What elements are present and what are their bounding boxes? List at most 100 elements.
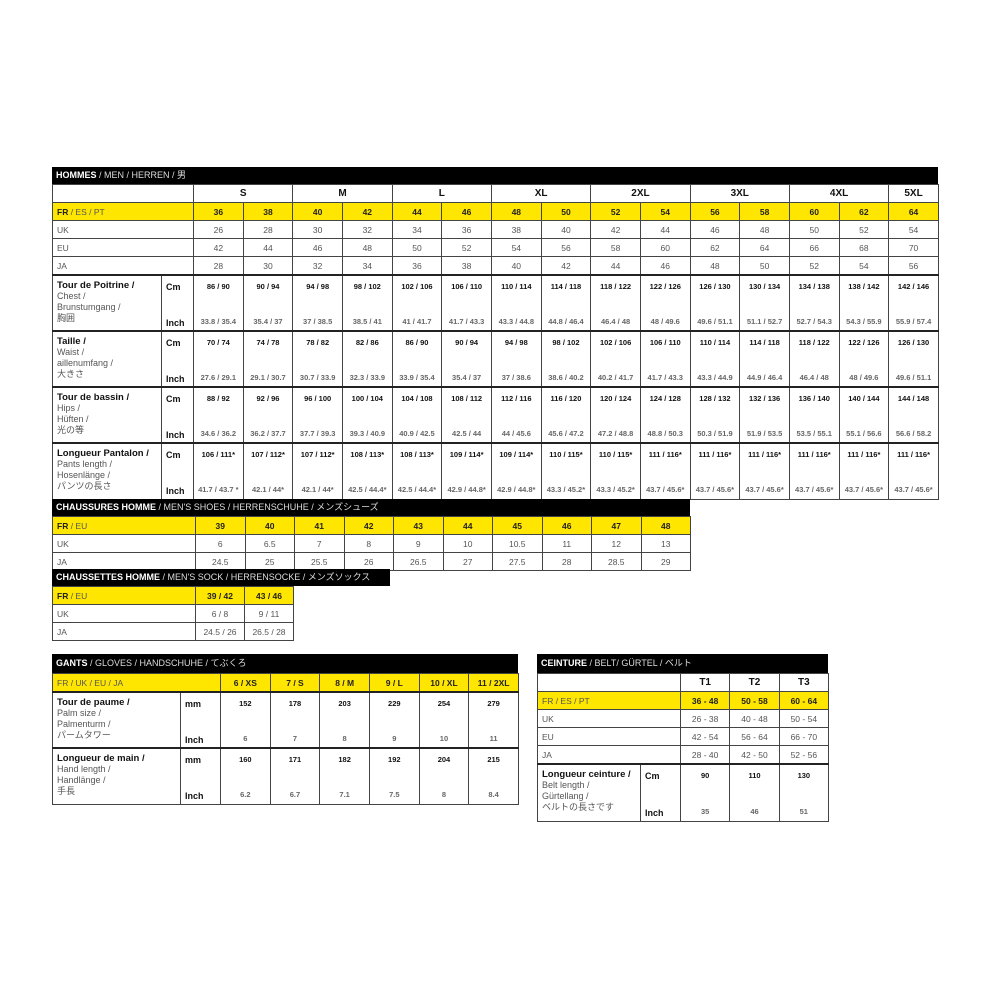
belt-measure-label-line: Gürtellang / [542, 791, 589, 801]
men-measure-cell: 110 / 115* 43.3 / 45.2* [540, 442, 592, 500]
men-measure-cell-wrap: 111 / 116* 43.7 / 45.6* [890, 445, 938, 494]
men-measure-cell-wrap: 112 / 116 44 / 45.6 [492, 389, 540, 438]
men-unit-top: Cm [166, 282, 181, 292]
men-measure-cm: 78 / 82 [306, 338, 330, 347]
men-measure-cell-wrap: 96 / 100 37.7 / 39.3 [294, 389, 342, 438]
men-fr-size: 54 [639, 202, 691, 221]
belt-measure-cell: 130 51 [778, 763, 829, 822]
men-measure-cm: 108 / 113* [400, 450, 434, 459]
gloves-measure-cm: 279 [487, 699, 500, 708]
men-measure-inch: 42.5 / 44.4* [397, 485, 437, 494]
belt-cell: 50 - 54 [778, 709, 829, 728]
gloves-measure-inch: 9 [392, 734, 397, 743]
men-measure-cm: 138 / 142 [848, 282, 880, 291]
men-measure-cell: 92 / 96 36.2 / 37.7 [242, 386, 294, 444]
belt-size-chart: CEINTURE / BELT/ GÜRTEL / ベルト T1 T2 T3 FR / … [537, 654, 829, 822]
men-cell: 30 [242, 256, 294, 276]
men-measure-cell: 100 / 104 39.3 / 40.9 [341, 386, 393, 444]
socks-fr-label: FR / EU [52, 586, 196, 605]
men-measure-cm: 106 / 110 [451, 282, 483, 291]
men-measure-cell: 88 / 92 34.6 / 36.2 [193, 386, 244, 444]
men-measure-cm: 100 / 104 [351, 394, 383, 403]
men-measure-cell: 90 / 94 35.4 / 37 [441, 330, 492, 388]
men-measure-label-line: Brunstumgang / [57, 302, 121, 312]
men-measure-cell: 124 / 128 48.8 / 50.3 [639, 386, 691, 444]
men-measure-cm: 111 / 116* [648, 450, 682, 459]
men-fr-size: 64 [888, 202, 939, 221]
gloves-measure-cm: 182 [338, 755, 351, 764]
gloves-measure-cell-wrap: 279 11 [470, 694, 518, 743]
men-measure-label-line: Tour de Poitrine / [57, 280, 135, 291]
men-measure-inch: 42.9 / 44.8* [497, 485, 536, 494]
men-cell: 44 [639, 220, 691, 239]
men-unit-top: Cm [166, 394, 181, 404]
men-unit-wrap: Cm Inch [166, 333, 189, 384]
gloves-title: GANTS / GLOVES / HANDSCHUHE / てぶくろ [52, 654, 518, 673]
men-cell: 56 [888, 256, 939, 276]
men-unit-top: Cm [166, 338, 181, 348]
men-measure-cm: 110 / 115* [598, 450, 633, 459]
men-measure-row: Taille / Waist / aillenumfang / 大きさ Cm Inch 70… [52, 330, 939, 388]
shoes-row-label: JA [52, 552, 196, 571]
men-fr-size: 60 [788, 202, 840, 221]
men-measure-cell: 108 / 113* 42.5 / 44.4* [341, 442, 393, 500]
men-measure-cell: 74 / 78 29.1 / 30.7 [242, 330, 294, 388]
men-measure-cm: 90 / 94 [256, 282, 280, 291]
men-cell: 56 [540, 238, 592, 257]
belt-row-label: EU [537, 727, 681, 746]
men-cell: 54 [490, 238, 542, 257]
men-measure-cell-wrap: 90 / 94 35.4 / 37 [443, 333, 491, 382]
men-measure-inch: 45.6 / 47.2 [548, 429, 584, 438]
shoes-cell: 7 [294, 534, 345, 553]
men-measure-cell-wrap: 82 / 86 32.3 / 33.9 [343, 333, 391, 382]
gloves-measure-inch: 7.5 [389, 790, 400, 799]
belt-fr-size: 36 - 48 [679, 691, 731, 710]
men-measure-cm: 90 / 94 [455, 338, 479, 347]
men-cell: 44 [242, 238, 294, 257]
belt-cell: 56 - 64 [729, 727, 780, 746]
shoes-fr-size: 45 [492, 516, 543, 535]
men-measure-cell: 70 / 74 27.6 / 29.1 [193, 330, 244, 388]
men-measure-cell-wrap: 106 / 110 41.7 / 43.3 [443, 277, 491, 326]
men-measure-label: Longueur Pantalon / Pants length / Hosenlä… [52, 442, 162, 500]
size-group-2xl: 2XL [590, 184, 691, 203]
gloves-title-bold: GANTS [56, 658, 88, 668]
shoes-row-ja: JA 24.5 25 25.5 26 26.5 27 27.5 28 28.5 29 [52, 552, 691, 571]
gloves-measure-label-line: 手長 [57, 786, 76, 796]
men-measure-inch: 51.1 / 52.7 [746, 317, 783, 326]
gloves-measure-cm: 178 [288, 699, 302, 708]
men-measure-cell: 126 / 130 49.6 / 51.1 [689, 274, 741, 332]
men-measure-cell-wrap: 108 / 113* 42.5 / 44.4* [343, 445, 391, 494]
men-measure-inch: 46.4 / 48 [601, 317, 631, 326]
gloves-measure-cell: 229 9 [368, 691, 420, 749]
men-measure-cell: 110 / 115* 43.3 / 45.2* [590, 442, 641, 500]
gloves-measure-cell-wrap: 171 6.7 [271, 750, 319, 799]
gloves-measure-cell-wrap: 229 9 [370, 694, 418, 743]
shoes-row-label: UK [52, 534, 196, 553]
men-measure-cell-wrap: 126 / 130 49.6 / 51.1 [890, 333, 938, 382]
men-measure-cell-wrap: 70 / 74 27.6 / 29.1 [194, 333, 242, 382]
men-measure-inch: 44.9 / 46.4 [746, 373, 783, 382]
men-measure-unit: Cm Inch [161, 386, 194, 444]
socks-title-bold: CHAUSSETTES HOMME [56, 572, 161, 582]
men-cell: 42 [193, 238, 244, 257]
men-measure-cell: 94 / 98 37 / 38.5 [292, 274, 343, 332]
men-measure-cm: 128 / 132 [699, 394, 731, 403]
shoes-cell: 27.5 [492, 552, 543, 571]
men-cell: 32 [341, 220, 393, 239]
men-measure-cell-wrap: 116 / 120 45.6 / 47.2 [542, 389, 590, 438]
men-measure-cm: 86 / 90 [405, 338, 429, 347]
men-measure-cell-wrap: 140 / 144 55.1 / 56.6 [840, 389, 888, 438]
men-measure-cell-wrap: 144 / 148 56.6 / 58.2 [890, 389, 938, 438]
gloves-measure-label-line: Palm size / [57, 708, 102, 718]
gloves-fr-label-rest: FR / UK / EU / JA [57, 677, 124, 688]
men-measure-cell: 118 / 122 46.4 / 48 [590, 274, 641, 332]
men-measure-inch: 33.8 / 35.4 [200, 317, 237, 326]
men-measure-cell: 86 / 90 33.9 / 35.4 [391, 330, 443, 388]
men-measure-inch: 51.9 / 53.5 [746, 429, 783, 438]
belt-unit-wrap: Cm Inch [645, 766, 676, 818]
gloves-measure-cm: 215 [487, 755, 500, 764]
men-measure-cell-wrap: 110 / 115* 43.3 / 45.2* [542, 445, 590, 494]
men-cell: 42 [590, 220, 641, 239]
men-measure-cell: 86 / 90 33.8 / 35.4 [193, 274, 244, 332]
